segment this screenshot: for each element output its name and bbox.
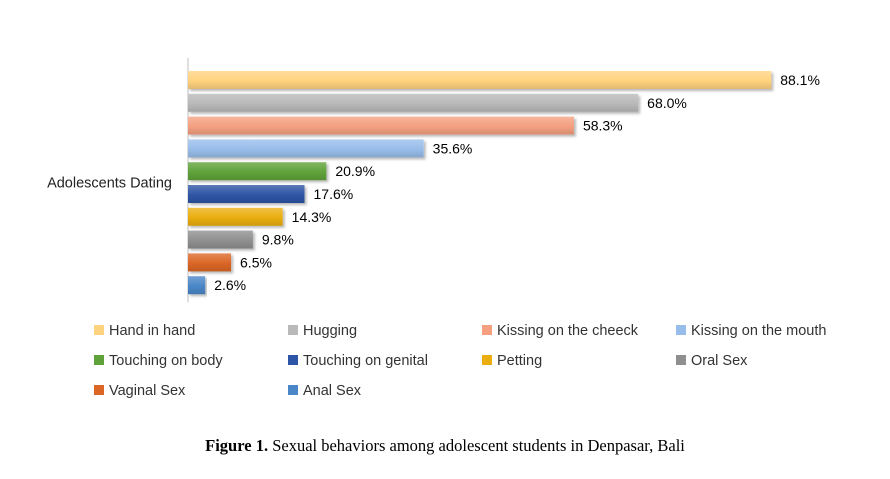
bar-kissing-on-the-mouth xyxy=(188,139,424,158)
legend-swatch-anal-sex xyxy=(288,385,298,395)
value-label-touching-on-body: 20.9% xyxy=(335,163,375,179)
legend-swatch-hugging xyxy=(288,325,298,335)
value-label-kissing-on-the-cheeck: 58.3% xyxy=(583,118,623,134)
figure-caption-text: Sexual behaviors among adolescent studen… xyxy=(268,436,685,455)
legend-label-touching-on-genital: Touching on genital xyxy=(303,353,428,369)
legend-label-anal-sex: Anal Sex xyxy=(303,383,362,399)
figure-caption: Figure 1. Sexual behaviors among adolesc… xyxy=(0,436,890,456)
bar-kissing-on-the-cheeck xyxy=(188,116,574,135)
legend-label-hugging: Hugging xyxy=(303,323,357,339)
legend-swatch-hand-in-hand xyxy=(94,325,104,335)
bar-vaginal-sex xyxy=(188,253,232,272)
legend-label-kissing-on-the-cheeck: Kissing on the cheeck xyxy=(497,323,639,339)
value-label-vaginal-sex: 6.5% xyxy=(240,254,272,270)
legend-swatch-petting xyxy=(482,355,492,365)
value-label-petting: 14.3% xyxy=(292,209,332,225)
legend-swatch-oral-sex xyxy=(676,355,686,365)
legend-label-vaginal-sex: Vaginal Sex xyxy=(109,383,186,399)
value-label-hand-in-hand: 88.1% xyxy=(780,72,820,88)
category-label: Adolescents Dating xyxy=(47,176,172,192)
legend-swatch-kissing-on-the-mouth xyxy=(676,325,686,335)
value-label-touching-on-genital: 17.6% xyxy=(314,186,354,202)
legend-swatch-touching-on-genital xyxy=(288,355,298,365)
legend-label-petting: Petting xyxy=(497,353,542,369)
bar-anal-sex xyxy=(188,276,206,295)
figure-caption-label: Figure 1. xyxy=(205,436,269,455)
bar-touching-on-genital xyxy=(188,185,305,203)
legend-swatch-kissing-on-the-cheeck xyxy=(482,325,492,335)
bar-oral-sex xyxy=(188,230,253,249)
value-label-hugging: 68.0% xyxy=(647,95,687,111)
value-label-anal-sex: 2.6% xyxy=(214,277,246,293)
value-label-oral-sex: 9.8% xyxy=(262,232,294,248)
legend-label-touching-on-body: Touching on body xyxy=(109,353,223,369)
legend-label-kissing-on-the-mouth: Kissing on the mouth xyxy=(691,323,826,339)
legend-label-hand-in-hand: Hand in hand xyxy=(109,323,195,339)
bar-petting xyxy=(188,207,283,226)
legend-swatch-touching-on-body xyxy=(94,355,104,365)
value-label-kissing-on-the-mouth: 35.6% xyxy=(433,140,473,156)
legend-label-oral-sex: Oral Sex xyxy=(691,353,748,369)
bar-hugging xyxy=(188,93,639,112)
legend-swatch-vaginal-sex xyxy=(94,385,104,395)
bar-touching-on-body xyxy=(188,162,327,181)
bar-hand-in-hand xyxy=(188,71,772,89)
